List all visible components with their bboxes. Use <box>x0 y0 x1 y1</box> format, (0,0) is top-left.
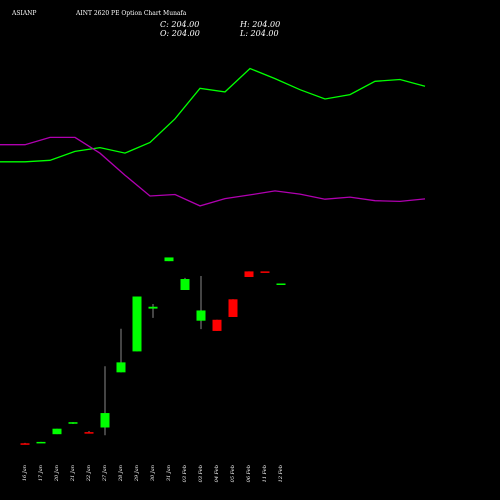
candle-body <box>148 306 158 309</box>
candle-body <box>36 441 46 444</box>
candle <box>180 277 190 290</box>
candle-body <box>116 362 126 373</box>
candle <box>196 276 206 330</box>
candle-body <box>244 271 254 277</box>
candle-body <box>164 257 174 262</box>
x-tick-label: 05 Feb <box>230 465 236 482</box>
candle <box>68 422 78 425</box>
candle-body <box>100 413 110 428</box>
candle <box>148 303 158 318</box>
candle <box>212 319 222 331</box>
candle <box>260 271 270 273</box>
x-tick-label: 16 Jan <box>22 465 28 481</box>
x-tick-label: 29 Jan <box>134 465 140 482</box>
candle <box>36 441 46 444</box>
candle <box>276 283 286 285</box>
x-tick-label: 03 Feb <box>182 465 188 482</box>
x-tick-label: 30 Jan <box>150 465 156 481</box>
candle <box>164 257 174 262</box>
candle-body <box>20 443 30 445</box>
x-tick-label: 04 Feb <box>214 465 220 482</box>
x-tick-label: 31 Jan <box>166 465 172 481</box>
candle <box>244 271 254 277</box>
candle <box>84 431 94 434</box>
close-value: C: 204.00 <box>160 20 200 29</box>
high-value: H: 204.00 <box>240 20 281 29</box>
candle <box>132 296 142 352</box>
candlestick-panel <box>20 257 286 445</box>
candle <box>52 428 62 435</box>
candle-body <box>260 271 270 273</box>
candle-body <box>196 310 206 321</box>
x-tick-label: 12 Feb <box>278 465 284 482</box>
x-tick-label: 11 Feb <box>262 465 268 482</box>
open-value: O: 204.00 <box>160 29 200 38</box>
candle <box>116 328 126 373</box>
candle-body <box>52 428 62 435</box>
candle-body <box>276 283 286 285</box>
x-tick-label: 27 Jan <box>102 465 108 482</box>
candle-body <box>68 422 78 424</box>
chart-title: AINT 2620 PE Option Chart Munafa <box>76 10 187 17</box>
x-tick-label: 20 Jan <box>54 465 60 482</box>
x-tick-label: 21 Jan <box>70 465 76 482</box>
indicator-panel <box>0 67 426 207</box>
candle-body <box>228 299 238 317</box>
candle-body <box>212 319 222 331</box>
x-tick-label: 22 Jan <box>86 465 92 482</box>
x-axis: 16 Jan 17 Jan 20 Jan 21 Jan 22 Jan 27 Jan 28 J… <box>22 465 284 482</box>
x-tick-label: 03 Feb <box>198 465 204 482</box>
candle <box>20 442 30 445</box>
candle-body <box>180 279 190 290</box>
candle-body <box>132 296 142 352</box>
x-tick-label: 06 Feb <box>246 465 252 482</box>
symbol-label: ASIANP <box>12 10 37 17</box>
low-value: L: 204.00 <box>240 29 279 38</box>
candle <box>100 366 110 436</box>
candle-body <box>84 432 94 434</box>
x-tick-label: 17 Jan <box>38 465 44 481</box>
indicator-line-2 <box>0 136 426 207</box>
indicator-line-1 <box>0 67 426 163</box>
candle <box>228 299 238 317</box>
x-tick-label: 28 Jan <box>118 465 124 482</box>
